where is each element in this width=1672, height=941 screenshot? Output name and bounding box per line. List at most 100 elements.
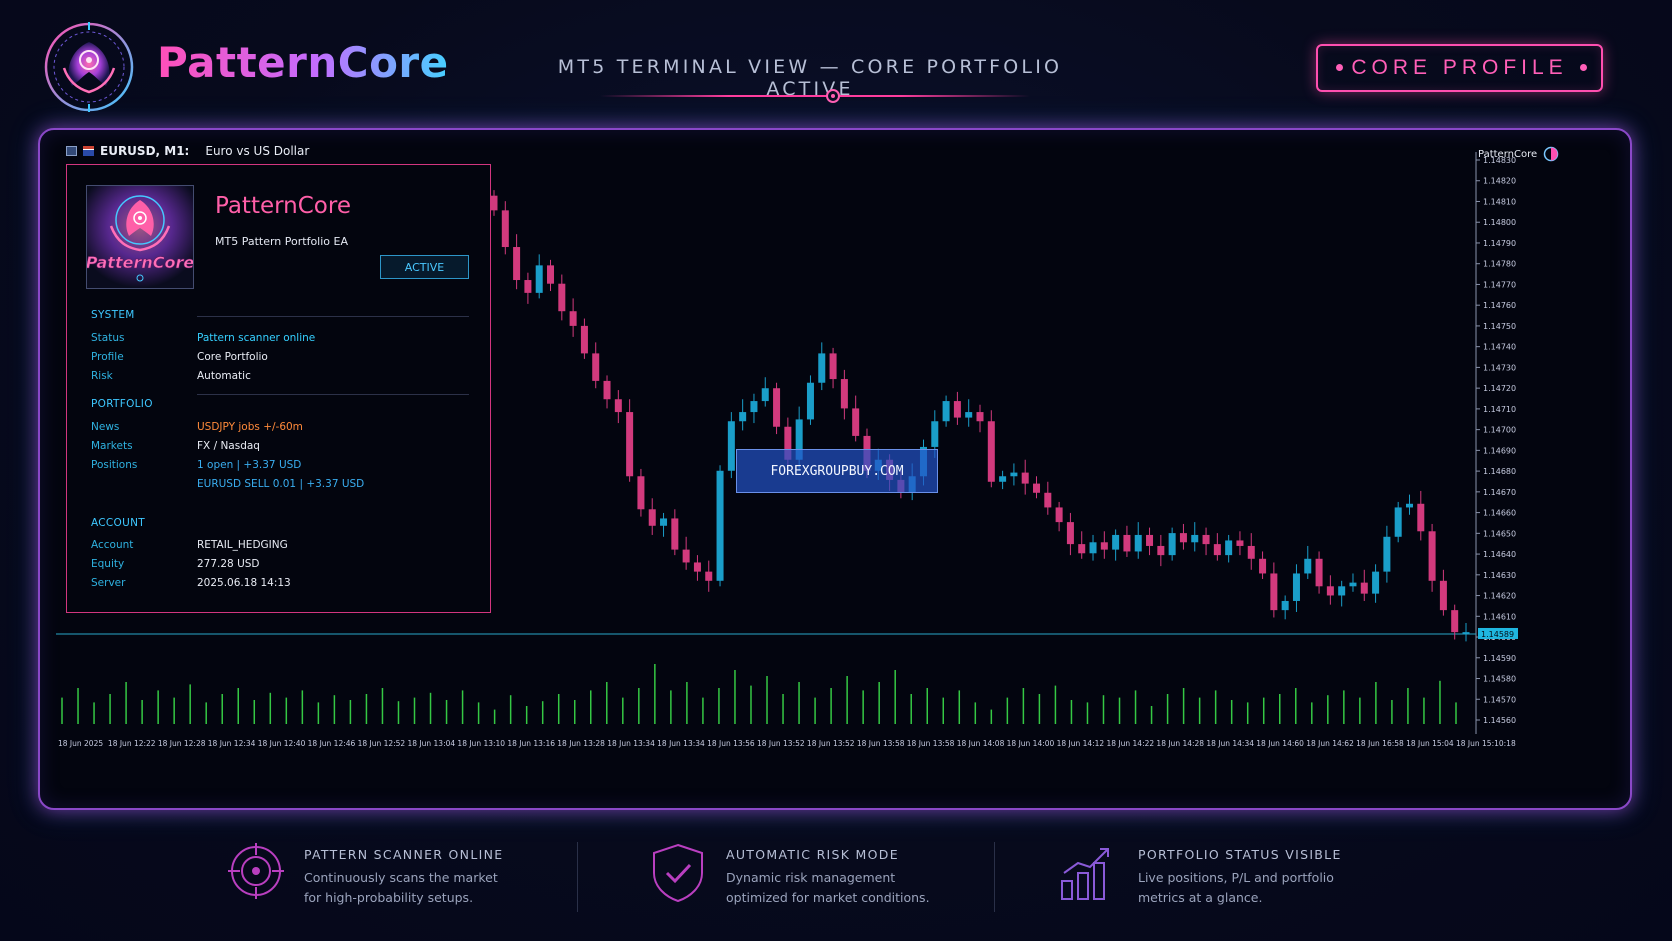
candle-body	[1462, 632, 1470, 635]
candle-body	[1304, 558, 1312, 574]
candle-body	[558, 283, 566, 312]
section-divider	[197, 394, 469, 395]
candle-body	[1078, 544, 1086, 554]
feature-text-line: optimized for market conditions.	[726, 890, 930, 905]
candle-body	[626, 412, 634, 477]
candle-body	[547, 265, 555, 284]
candle-body	[614, 399, 622, 413]
core-profile-label: CORE PROFILE	[1351, 56, 1568, 79]
time-tick-label: 18 Jun 13:04	[408, 739, 456, 748]
time-tick-label: 18 Jun 12:34	[208, 739, 256, 748]
candle-body	[1326, 586, 1334, 596]
time-tick-label: 18 Jun 14:60	[1256, 739, 1304, 748]
candle-body	[637, 476, 645, 510]
time-tick-label: 18 Jun 15:04	[1406, 739, 1454, 748]
price-tick-label: 1.14570	[1483, 695, 1516, 704]
price-tick-label: 1.14660	[1483, 509, 1516, 518]
price-tick-label: 1.14650	[1483, 529, 1516, 538]
brand-title: PatternCore	[157, 38, 449, 87]
candle-body	[1010, 472, 1018, 477]
candle-body	[942, 401, 950, 422]
candle-body	[1021, 472, 1029, 484]
time-tick-label: 18 Jun 13:52	[757, 739, 805, 748]
price-tick-label: 1.14780	[1483, 260, 1516, 269]
ea-tag[interactable]: PatternCore	[1478, 146, 1559, 162]
ea-description: MT5 Pattern Portfolio EA	[215, 235, 348, 248]
row-key-risk: Risk	[91, 370, 113, 382]
time-tick-label: 18 Jun 2025	[58, 739, 103, 748]
time-tick-label: 18 Jun 13:52	[807, 739, 855, 748]
candle-body	[829, 353, 837, 380]
time-tick-label: 18 Jun 14:62	[1306, 739, 1354, 748]
flag-icon	[83, 146, 94, 156]
time-tick-label: 18 Jun 13:58	[907, 739, 955, 748]
price-chart[interactable]: 1.14830 1.14820 1.14810 1.14800 1.14790 1.147…	[56, 150, 1566, 770]
position-detail: EURUSD SELL 0.01 | +3.37 USD	[197, 478, 365, 490]
candle-body	[1292, 573, 1300, 601]
price-tick-label: 1.14820	[1483, 177, 1516, 186]
bar-chart-growth-icon	[1061, 848, 1109, 900]
core-profile-button[interactable]: CORE PROFILE	[1316, 44, 1603, 92]
section-portfolio-heading: PORTFOLIO	[91, 398, 153, 410]
patterncore-emblem	[42, 20, 136, 114]
row-key-equity: Equity	[91, 558, 125, 570]
row-key-status: Status	[91, 332, 125, 344]
time-tick-label: 18 Jun 14:34	[1206, 739, 1254, 748]
price-tick-label: 1.14630	[1483, 571, 1516, 580]
ea-info-panel: PatternCore PatternCore MT5 Pattern Port…	[66, 164, 491, 613]
row-value-server: 2025.06.18 14:13	[197, 577, 291, 589]
row-key-positions: Positions	[91, 459, 138, 471]
ea-status-badge[interactable]: ACTIVE	[380, 255, 469, 279]
candle-body	[490, 195, 498, 211]
candle-body	[795, 419, 803, 460]
price-tick-label: 1.14590	[1483, 654, 1516, 663]
candle-body	[1338, 586, 1346, 596]
bullet-icon	[1580, 64, 1587, 71]
candle-body	[1100, 542, 1108, 550]
candle-body	[1179, 533, 1187, 543]
candle-body	[987, 421, 995, 482]
row-value-news: USDJPY jobs +/-60m	[197, 421, 303, 433]
candle-body	[660, 518, 668, 526]
candle-body	[1123, 534, 1131, 552]
target-icon	[228, 843, 284, 899]
time-tick-label: 18 Jun 13:16	[507, 739, 555, 748]
ea-logo-text: PatternCore	[87, 253, 193, 272]
price-tick-label: 1.14760	[1483, 301, 1516, 310]
price-tick-label: 1.14610	[1483, 612, 1516, 621]
candle-body	[1394, 507, 1402, 537]
time-tick-label: 18 Jun 13:56	[707, 739, 755, 748]
candle-body	[773, 388, 781, 427]
time-tick-label: 18 Jun 14:08	[957, 739, 1005, 748]
candle-body	[1044, 492, 1052, 508]
time-tick-label: 18 Jun 12:28	[158, 739, 206, 748]
price-tick-label: 1.14670	[1483, 488, 1516, 497]
feature-pattern-scanner: PATTERN SCANNER ONLINE Continuously scan…	[228, 843, 568, 905]
price-tick-label: 1.14700	[1483, 426, 1516, 435]
candle-body	[976, 412, 984, 422]
feature-text-line: Dynamic risk management	[726, 870, 896, 885]
price-tick-label: 1.14830	[1483, 156, 1516, 165]
candle-body	[1202, 534, 1210, 545]
feature-risk-mode: AUTOMATIC RISK MODE Dynamic risk managem…	[650, 843, 990, 905]
feature-title: AUTOMATIC RISK MODE	[726, 847, 899, 862]
ea-logo: PatternCore	[85, 185, 195, 289]
candle-body	[1225, 540, 1233, 556]
candle-body	[965, 412, 973, 418]
price-tick-label: 1.14640	[1483, 550, 1516, 559]
candle-body	[569, 311, 577, 326]
candle-body	[1259, 558, 1267, 574]
chart-window-icon[interactable]	[66, 146, 77, 156]
candle-body	[1372, 571, 1380, 594]
candle-body	[784, 426, 792, 460]
candle-body	[1428, 531, 1436, 581]
price-tick-label: 1.14690	[1483, 446, 1516, 455]
candle-body	[1213, 544, 1221, 556]
subtitle-divider	[600, 95, 1030, 97]
candle-body	[1383, 536, 1391, 572]
candle-body	[513, 247, 521, 281]
candle-body	[727, 421, 735, 471]
time-tick-label: 18 Jun 14:12	[1057, 739, 1105, 748]
candle-body	[1439, 580, 1447, 611]
candle-body	[580, 325, 588, 354]
